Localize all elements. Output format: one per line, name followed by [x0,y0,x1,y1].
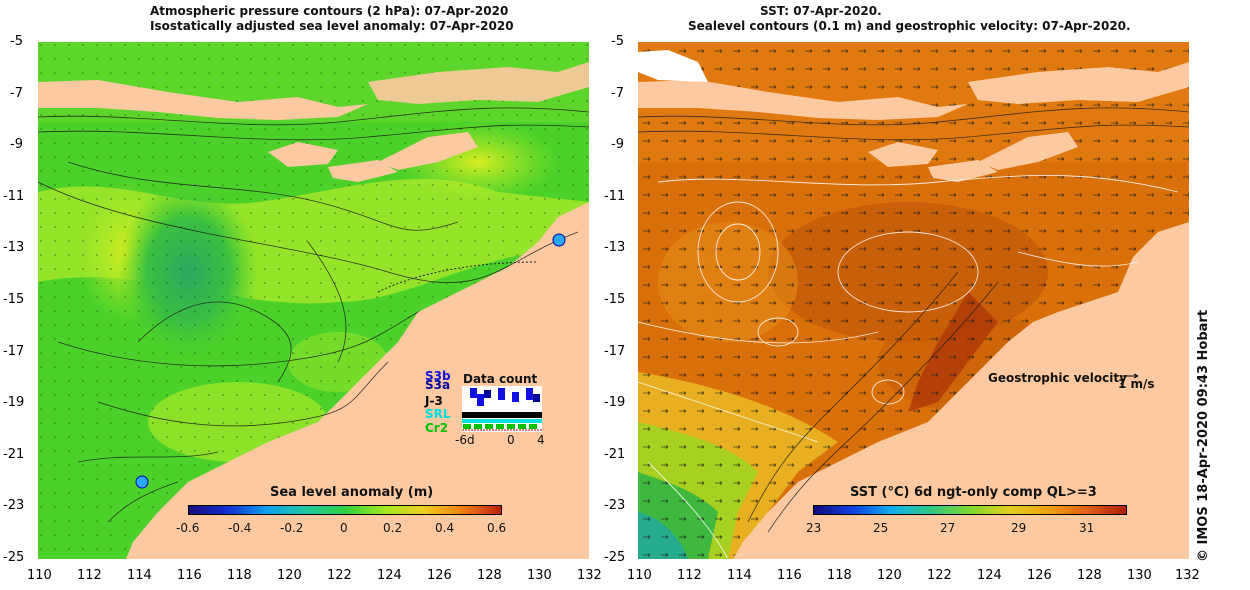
lat-tick: -17 [3,344,25,359]
lat-tick: -5 [611,34,624,49]
colorbar-tick: 23 [806,521,822,535]
lat-tick: -15 [3,292,25,307]
lon-tick: 122 [327,568,352,583]
lat-tick: -7 [10,86,23,101]
lon-tick: 130 [527,568,552,583]
lon-tick: 120 [877,568,902,583]
credit-text: © IMOS 18-Apr-2020 09:43 Hobart [1196,309,1211,562]
lat-tick: -23 [3,498,25,513]
lat-tick: -9 [611,137,624,152]
lat-tick: -21 [604,447,626,462]
lat-tick: -7 [611,86,624,101]
lat-tick: -23 [604,498,626,513]
lon-tick: 118 [227,568,252,583]
velocity-legend-label: Geostrophic velocity [988,371,1127,385]
lat-tick: -11 [3,189,25,204]
lat-tick: -13 [3,240,25,255]
lon-tick: 114 [727,568,752,583]
colorbar-tick: 0.4 [435,521,455,535]
lon-tick: 110 [627,568,652,583]
lon-tick: 124 [377,568,402,583]
lon-tick: 126 [1027,568,1052,583]
colorbar-tick: -0.4 [228,521,252,535]
lon-tick: 116 [777,568,802,583]
lon-tick: 120 [277,568,302,583]
sat-label-s3b: S3b [425,369,451,383]
lat-tick: -13 [604,240,626,255]
sst-map [638,42,1189,559]
colorbar-tick: 25 [873,521,889,535]
data-count-title: Data count [463,372,538,386]
colorbar-tick: 0.6 [487,521,507,535]
left-title-line1: Atmospheric pressure contours (2 hPa): 0… [150,4,509,18]
lon-tick: 114 [127,568,152,583]
sst-colorbar-title: SST (°C) 6d ngt-only comp QL>=3 [850,485,1097,500]
lon-tick: 116 [177,568,202,583]
colorbar-tick: -0.6 [176,521,200,535]
velocity-legend-scale: 1 m/s [1118,377,1155,391]
lat-tick: -19 [604,395,626,410]
colorbar-tick: 27 [940,521,956,535]
colorbar-tick: 29 [1011,521,1027,535]
sat-label-srl: SRL [425,407,451,421]
tide-gauge-marker [135,475,149,489]
data-count-chart [462,386,542,432]
left-title-line2: Isostatically adjusted sea level anomaly… [150,19,514,33]
sla-colorbar [188,505,502,515]
right-title-line1: SST: 07-Apr-2020. [760,4,882,18]
lon-tick: 132 [1175,568,1200,583]
colorbar-tick: 0.2 [383,521,403,535]
sat-label-cr2: Cr2 [425,421,449,435]
lat-tick: -11 [604,189,626,204]
lon-tick: 130 [1127,568,1152,583]
right-title-line2: Sealevel contours (0.1 m) and geostrophi… [688,19,1131,33]
data-count-tick: -6d [455,433,475,447]
lon-tick: 124 [977,568,1002,583]
colorbar-tick: -0.2 [280,521,304,535]
sla-colorbar-title: Sea level anomaly (m) [270,485,434,500]
sst-colorbar [813,505,1127,515]
lon-tick: 112 [677,568,702,583]
tide-gauge-marker [552,233,566,247]
data-count-tick: 4 [537,433,545,447]
lat-tick: -19 [3,395,25,410]
lat-tick: -25 [3,550,25,565]
lon-tick: 126 [427,568,452,583]
colorbar-tick: 0 [340,521,348,535]
lon-tick: 128 [477,568,502,583]
lat-tick: -9 [10,137,23,152]
lat-tick: -17 [604,344,626,359]
lon-tick: 118 [827,568,852,583]
lat-tick: -5 [10,34,23,49]
lat-tick: -25 [604,550,626,565]
sea-level-anomaly-map [38,42,589,559]
sat-label-j3: J-3 [425,394,443,408]
lon-tick: 122 [927,568,952,583]
lon-tick: 128 [1077,568,1102,583]
colorbar-tick: 31 [1079,521,1095,535]
lon-tick: 112 [77,568,102,583]
lat-tick: -21 [3,447,25,462]
data-count-tick: 0 [507,433,515,447]
lat-tick: -15 [604,292,626,307]
lon-tick: 132 [577,568,602,583]
sat-label-s3a: S3a [425,378,451,392]
lon-tick: 110 [27,568,52,583]
